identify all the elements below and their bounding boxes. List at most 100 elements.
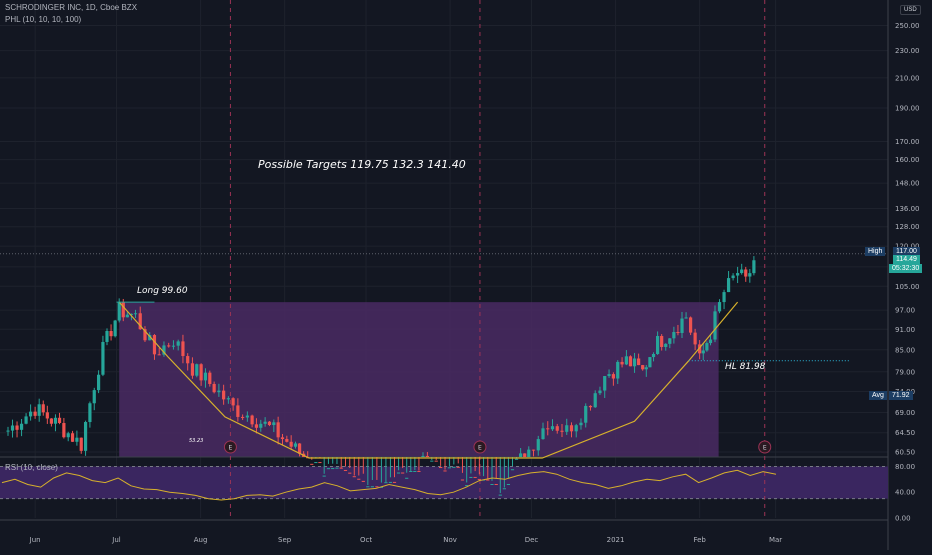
rsi-tick-label: 80.00	[895, 463, 915, 471]
candle-body	[413, 470, 417, 472]
price-tick-label: 120.00	[895, 243, 920, 251]
earnings-marker	[223, 440, 237, 454]
candle-body	[648, 357, 652, 368]
candle-body	[109, 331, 113, 337]
candle-body	[57, 417, 62, 424]
candle-body	[409, 471, 413, 473]
candle-body	[231, 398, 235, 406]
candle-body	[15, 425, 19, 430]
candle-body	[245, 415, 249, 418]
low-mark-annotation: 53.23	[189, 438, 203, 444]
candle-body	[285, 439, 289, 442]
candle-body	[523, 453, 527, 457]
earnings-marker-label: E	[763, 445, 767, 452]
candle-body	[208, 372, 212, 384]
candle-body	[70, 433, 75, 442]
candle-body	[624, 356, 629, 365]
candle-body	[263, 421, 267, 424]
candle-body	[722, 292, 726, 303]
candle-body	[10, 425, 15, 431]
candle-body	[6, 430, 10, 432]
price-tick-label: 190.00	[895, 105, 920, 113]
candle-body	[430, 460, 434, 462]
candle-body	[676, 332, 680, 334]
indicator-label: PHL (10, 10, 10, 100)	[5, 15, 82, 24]
candle-body	[293, 443, 298, 447]
candle-body	[75, 437, 79, 442]
candle-body	[726, 278, 731, 293]
currency-badge[interactable]: USD	[900, 5, 921, 15]
candle-body	[689, 317, 693, 333]
candle-body	[181, 341, 185, 357]
candle-body	[171, 345, 176, 347]
candle-body	[125, 314, 129, 318]
candle-body	[392, 481, 397, 483]
candle-body	[713, 311, 717, 340]
candle-body	[29, 411, 33, 417]
candle-body	[343, 469, 348, 471]
candle-body	[297, 443, 302, 454]
candle-body	[53, 417, 58, 424]
earnings-marker-label: E	[229, 445, 233, 452]
candle-body	[519, 453, 523, 457]
price-tick-label: 69.00	[895, 409, 915, 417]
time-tick-label: Nov	[443, 536, 457, 544]
candle-body	[331, 468, 335, 470]
candle-body	[490, 483, 494, 485]
rsi-tick-label: 0.00	[895, 515, 911, 523]
candle-body	[701, 350, 705, 354]
time-tick-label: 2021	[607, 536, 625, 544]
candle-body	[388, 481, 393, 483]
candle-body	[326, 468, 331, 470]
candle-body	[569, 425, 574, 432]
candle-body	[641, 365, 645, 370]
candle-body	[717, 302, 722, 312]
candle-body	[560, 430, 564, 432]
candle-body	[66, 433, 70, 438]
candle-body	[190, 363, 195, 376]
candle-body	[79, 437, 83, 451]
candle-body	[465, 485, 469, 487]
time-tick-label: Feb	[693, 536, 706, 544]
price-tick-label: 128.00	[895, 223, 920, 231]
last-price-tag: 114.49	[893, 255, 920, 264]
candle-body	[96, 374, 101, 391]
candle-body	[62, 423, 66, 438]
candle-body	[536, 439, 540, 451]
candle-body	[565, 425, 569, 432]
candle-body	[318, 462, 322, 464]
candle-body	[744, 269, 748, 277]
candle-body	[375, 486, 379, 488]
candle-body	[693, 332, 697, 345]
candle-body	[129, 313, 134, 315]
price-tick-label: 160.00	[895, 156, 920, 164]
rsi-line	[1, 469, 777, 501]
candle-body	[45, 412, 49, 419]
earnings-marker	[473, 440, 487, 454]
candle-body	[593, 393, 597, 408]
candle-body	[148, 335, 152, 341]
candle-body	[439, 467, 443, 469]
candle-body	[405, 477, 409, 479]
candle-body	[335, 467, 339, 469]
cup-curve	[118, 301, 739, 459]
candle-body	[527, 449, 531, 457]
price-tick-label: 105.00	[895, 283, 920, 291]
candle-body	[254, 424, 259, 428]
candle-body	[672, 332, 676, 339]
candle-body	[598, 390, 602, 394]
candle-body	[506, 483, 511, 485]
candle-body	[310, 463, 314, 465]
candle-body	[272, 422, 276, 426]
price-tick-label: 79.00	[895, 368, 915, 376]
price-tick-label: 250.00	[895, 22, 920, 30]
candle-body	[477, 478, 481, 480]
candle-body	[195, 364, 199, 376]
time-tick-label: Sep	[278, 536, 292, 544]
candle-body	[186, 356, 190, 364]
candle-body	[546, 428, 550, 430]
candle-body	[322, 475, 326, 477]
avg-tag-value: 71.92	[889, 391, 913, 400]
